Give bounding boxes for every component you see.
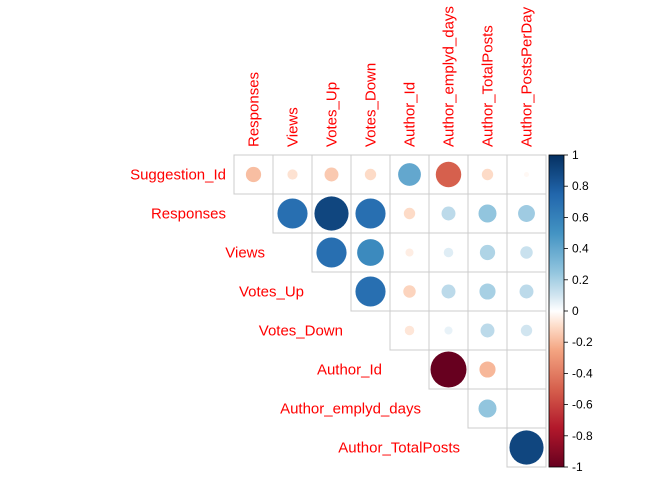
column-label: Author_Id — [402, 82, 419, 147]
correlation-circle — [398, 163, 421, 186]
colorbar-tick-label: -0.4 — [572, 366, 593, 380]
row-label: Responses — [151, 206, 226, 223]
row-label: Views — [225, 245, 265, 262]
correlation-circle — [355, 198, 386, 229]
colorbar-tick-label: 0.2 — [572, 273, 589, 287]
correlation-circle — [520, 246, 533, 259]
correlation-circle — [444, 326, 453, 335]
column-label: Responses — [246, 72, 263, 147]
correlation-circle — [245, 166, 262, 183]
correlation-circle — [519, 284, 534, 299]
correlation-circle — [518, 205, 535, 222]
colorbar-tick-label: -0.2 — [572, 335, 593, 349]
correlation-circle — [479, 283, 496, 300]
colorbar-tick-label: 1 — [572, 148, 579, 162]
colorbar-tick-label: -0.8 — [572, 429, 593, 443]
correlation-circle — [441, 206, 456, 221]
correlation-circles — [245, 161, 544, 465]
column-label: Votes_Up — [324, 82, 341, 147]
colorbar-gradient — [548, 154, 565, 468]
correlation-circle — [316, 237, 347, 268]
correlation-circle — [441, 284, 456, 299]
colorbar-tick-label: -0.6 — [572, 398, 593, 412]
row-label: Author_emplyd_days — [280, 401, 421, 418]
correlation-circle — [403, 207, 416, 220]
correlation-circle — [481, 168, 494, 181]
row-label: Votes_Up — [239, 284, 304, 301]
grid-cell — [506, 349, 547, 390]
column-label: Author_emplyd_days — [441, 6, 458, 147]
correlation-circle — [509, 430, 544, 465]
correlation-circle — [364, 168, 377, 181]
column-labels: Responses Views Votes_Up Votes_Down Author_I… — [246, 6, 536, 147]
correlation-circle — [287, 169, 298, 180]
correlation-circle — [520, 324, 533, 337]
correlation-circle — [403, 285, 416, 298]
correlation-circle — [479, 244, 496, 261]
row-label: Author_TotalPosts — [338, 440, 460, 457]
column-label: Votes_Down — [363, 63, 380, 147]
correlation-circle — [355, 276, 386, 307]
column-label: Views — [285, 107, 302, 147]
colorbar-tick-label: 0.6 — [572, 210, 589, 224]
correlation-circle — [357, 239, 384, 266]
row-label: Suggestion_Id — [130, 167, 226, 184]
correlation-circle — [314, 196, 349, 231]
row-label: Author_Id — [317, 362, 382, 379]
row-label: Votes_Down — [259, 323, 343, 340]
correlation-circle — [430, 351, 467, 388]
correlation-circle — [479, 361, 496, 378]
correlation-circle — [480, 323, 495, 338]
colorbar-tick-label: 0.4 — [572, 242, 589, 256]
row-labels: Suggestion_Id Responses Views Votes_Up Votes… — [130, 167, 460, 457]
grid-cell — [506, 427, 547, 468]
color-legend: 1 0.8 0.6 0.4 0.2 0 -0.2 -0.4 -0.6 -0.8 -1 — [548, 148, 593, 474]
column-label: Author_PostsPerDay — [519, 6, 536, 147]
correlation-circle — [405, 248, 414, 257]
colorbar-tick-label: 0.8 — [572, 179, 589, 193]
correlation-circle — [478, 204, 497, 223]
correlation-circle — [435, 161, 462, 188]
colorbar-tick-label: -1 — [572, 460, 583, 474]
correlation-circle — [277, 198, 308, 229]
colorbar-tick-label: 0 — [572, 304, 579, 318]
column-label: Author_TotalPosts — [480, 25, 497, 147]
correlation-circle — [523, 171, 530, 178]
correlation-circle — [478, 399, 497, 418]
correlation-circle — [404, 325, 415, 336]
grid-cell — [506, 388, 547, 429]
grid-lines — [233, 154, 547, 468]
correlation-circle — [443, 247, 454, 258]
correlation-circle — [324, 167, 339, 182]
